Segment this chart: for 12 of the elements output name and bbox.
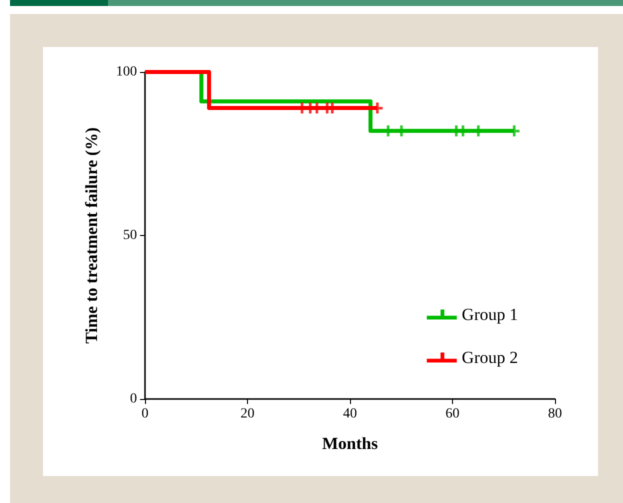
- legend-label: Group 2: [462, 348, 518, 367]
- y-axis-title: Time to treatment failure (%): [82, 127, 101, 344]
- x-tick-label: 20: [240, 406, 254, 422]
- legend-label: Group 1: [462, 305, 518, 324]
- y-tick-label: 0: [130, 392, 137, 406]
- y-tick-label: 100: [116, 64, 137, 80]
- x-tick-label: 40: [343, 406, 357, 422]
- y-tick-label: 50: [123, 228, 137, 243]
- x-tick-label: 80: [548, 406, 562, 422]
- x-axis-title: Months: [322, 434, 378, 453]
- x-tick-label: 60: [446, 406, 460, 422]
- x-tick-label: 0: [142, 406, 148, 422]
